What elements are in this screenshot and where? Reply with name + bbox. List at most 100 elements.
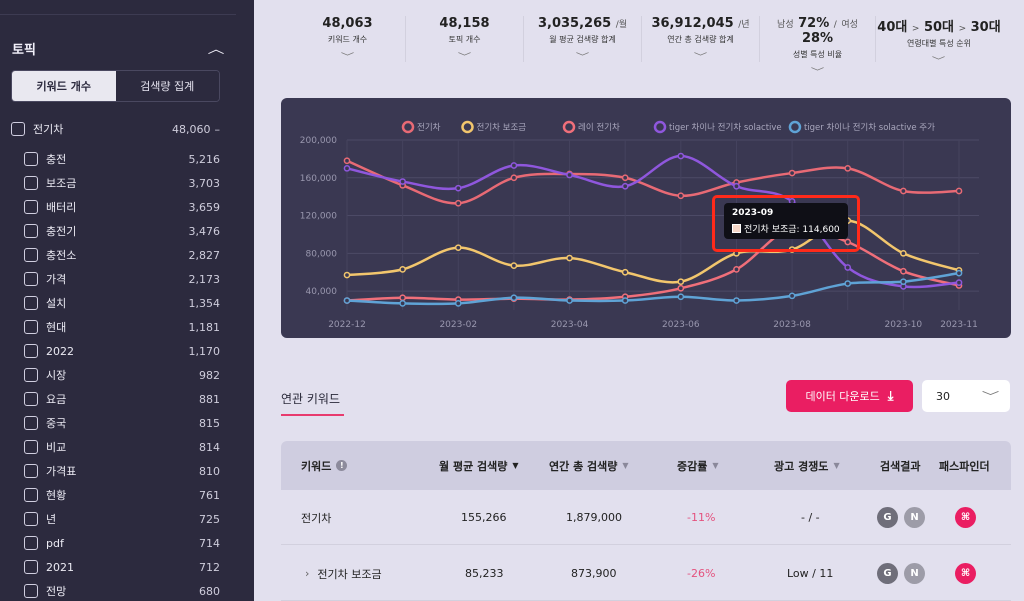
checkbox[interactable] (24, 224, 38, 238)
checkbox[interactable] (24, 296, 38, 310)
checkbox[interactable] (24, 176, 38, 190)
y-tick-label: 80,000 (306, 249, 338, 259)
download-data-button[interactable]: 데이터 다운로드 ⤓ (786, 380, 913, 412)
checkbox[interactable] (24, 560, 38, 574)
chevron-down-icon[interactable]: ﹀ (457, 53, 472, 63)
chevron-down-icon[interactable]: ﹀ (810, 68, 825, 78)
legend-label: 전기차 보조금 (477, 122, 527, 133)
pathfinder-map-icon[interactable]: ⌘ (955, 563, 976, 584)
google-icon[interactable]: G (877, 563, 898, 584)
checkbox[interactable] (24, 368, 38, 382)
download-icon: ⤓ (887, 388, 894, 404)
data-point (399, 266, 406, 273)
pathfinder-map-icon[interactable]: ⌘ (955, 507, 976, 528)
stat-value: 3,035,265 /월 (537, 16, 628, 31)
chevron-up-icon[interactable]: ︿ (207, 41, 225, 56)
topic-item[interactable]: 충전소 2,827 (0, 243, 236, 267)
topic-item[interactable]: 중국 815 (0, 411, 236, 435)
data-point (844, 164, 852, 172)
topic-item[interactable]: 배터리 3,659 (0, 195, 236, 219)
topic-item[interactable]: 요금 881 (0, 387, 236, 411)
stat-yearly-search[interactable]: 36,912,045 /년 연간 총 검색량 합계 ﹀ (642, 16, 760, 63)
stat-value: 남성 72% / 여성 28% (777, 16, 858, 46)
topic-label: 충전기 (46, 225, 77, 238)
col-yearly[interactable]: 연간 총 검색량 ▼ (549, 459, 629, 473)
chevron-down-icon[interactable]: ﹀ (340, 53, 355, 63)
checkbox[interactable] (24, 512, 38, 526)
pathfinder-cell: ⌘ (955, 546, 976, 601)
topic-item[interactable]: 전망 680 (0, 579, 236, 601)
keyword-cell[interactable]: 전기차 (301, 511, 332, 525)
topic-item[interactable]: 시장 982 (0, 363, 236, 387)
toggle-keyword-count[interactable]: 키워드 개수 (12, 71, 116, 101)
table-row[interactable]: 전기차 155,266 1,879,000 -11% - / - G N ⌘ (281, 490, 1011, 545)
stat-age-rank[interactable]: 40대 > 50대 > 30대 연령대별 특성 순위 ﹀ (876, 16, 1002, 67)
google-icon[interactable]: G (877, 507, 898, 528)
topic-item[interactable]: pdf 714 (0, 531, 236, 555)
checkbox[interactable] (24, 392, 38, 406)
sidebar-toggle: 키워드 개수 검색량 집계 (11, 70, 220, 102)
topic-item[interactable]: 2022 1,170 (0, 339, 236, 363)
checkbox[interactable] (24, 416, 38, 430)
checkbox[interactable] (24, 464, 38, 478)
chevron-down-icon[interactable]: ﹀ (932, 57, 946, 67)
stat-keyword-count[interactable]: 48,063 키워드 개수 ﹀ (290, 16, 406, 63)
topic-item[interactable]: 비교 814 (0, 435, 236, 459)
chart-tooltip: 2023-09 전기차 보조금: 114,600 (724, 203, 848, 239)
data-point (510, 174, 518, 182)
topic-item[interactable]: 가격표 810 (0, 459, 236, 483)
checkbox[interactable] (24, 272, 38, 286)
chevron-down-icon[interactable]: ﹀ (575, 53, 590, 63)
stat-monthly-search[interactable]: 3,035,265 /월 월 평균 검색량 합계 ﹀ (524, 16, 642, 63)
col-monthly[interactable]: 월 평균 검색량 ▼ (439, 459, 519, 473)
stat-topic-count[interactable]: 48,158 토픽 개수 ﹀ (406, 16, 524, 63)
toggle-search-volume[interactable]: 검색량 집계 (115, 71, 219, 101)
stat-label: 키워드 개수 (327, 35, 368, 44)
x-tick-label: 2023-04 (551, 320, 589, 330)
related-keywords-title[interactable]: 연관 키워드 (281, 392, 341, 406)
sidebar-header[interactable]: 토픽 ︿ (12, 38, 225, 58)
col-keyword[interactable]: 키워드! (301, 441, 348, 490)
chevron-down-icon[interactable]: ﹀ (693, 53, 708, 63)
checkbox[interactable] (24, 488, 38, 502)
checkbox[interactable] (24, 584, 38, 598)
col-change[interactable]: 증감률 ▼ (677, 459, 719, 473)
monthly-cell: 155,266 (461, 511, 507, 524)
naver-icon[interactable]: N (904, 563, 925, 584)
topic-item[interactable]: 년 725 (0, 507, 236, 531)
keyword-cell[interactable]: › 전기차 보조금 (305, 567, 382, 581)
topic-count: 2,173 (188, 272, 221, 286)
page-size-select[interactable]: 30 ﹀ (922, 380, 1010, 412)
topic-item[interactable]: 현황 761 (0, 483, 236, 507)
topic-item[interactable]: 가격 2,173 (0, 267, 236, 291)
info-icon[interactable]: ! (336, 460, 348, 471)
checkbox[interactable] (24, 440, 38, 454)
checkbox[interactable] (24, 200, 38, 214)
checkbox[interactable] (24, 320, 38, 334)
checkbox[interactable] (24, 152, 38, 166)
topic-count: 1,181 (188, 320, 221, 334)
topic-item[interactable]: 현대 1,181 (0, 315, 236, 339)
keyword-table-header: 키워드! 월 평균 검색량 ▼ 연간 총 검색량 ▼ 증감률 ▼ 광고 경쟁도 ▼ 검색… (281, 441, 1011, 490)
topic-item-parent[interactable]: 전기차 48,060 – (0, 116, 236, 142)
topic-item[interactable]: 충전 5,216 (0, 147, 236, 171)
topic-item[interactable]: 충전기 3,476 (0, 219, 236, 243)
topic-item[interactable]: 설치 1,354 (0, 291, 236, 315)
chevron-right-icon[interactable]: › (305, 567, 310, 580)
sort-icon: ▼ (622, 461, 629, 470)
change-cell: -26% (687, 567, 716, 580)
checkbox[interactable] (24, 344, 38, 358)
checkbox[interactable] (24, 536, 38, 550)
topic-count: 810 (199, 464, 220, 478)
data-point (677, 284, 685, 292)
topic-item[interactable]: 보조금 3,703 (0, 171, 236, 195)
stat-gender-ratio[interactable]: 남성 72% / 여성 28% 성별 특성 비율 ﹀ (760, 16, 876, 78)
col-competition[interactable]: 광고 경쟁도 ▼ (774, 459, 840, 473)
collapse-dash-icon[interactable]: – (214, 122, 221, 136)
topic-item[interactable]: 2021 712 (0, 555, 236, 579)
checkbox[interactable] (11, 122, 25, 136)
naver-icon[interactable]: N (904, 507, 925, 528)
table-row[interactable]: › 전기차 보조금 85,233 873,900 -26% Low / 11 G… (281, 546, 1011, 601)
data-point (343, 164, 351, 172)
checkbox[interactable] (24, 248, 38, 262)
